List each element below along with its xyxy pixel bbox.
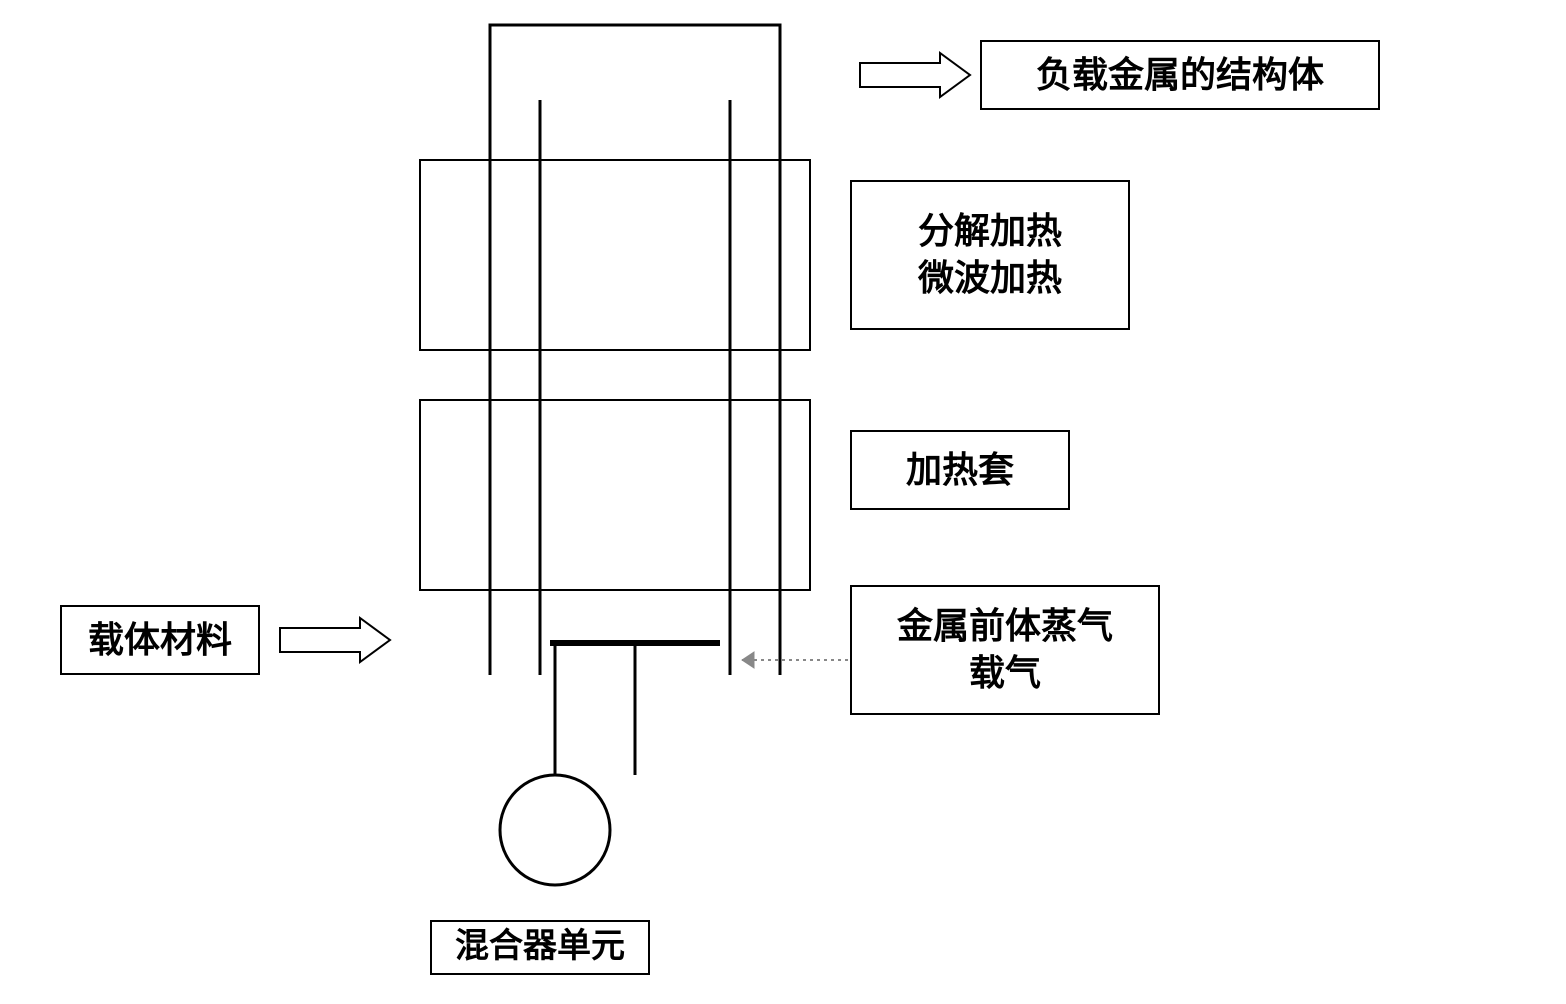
mixer-overlay <box>0 0 1566 1004</box>
